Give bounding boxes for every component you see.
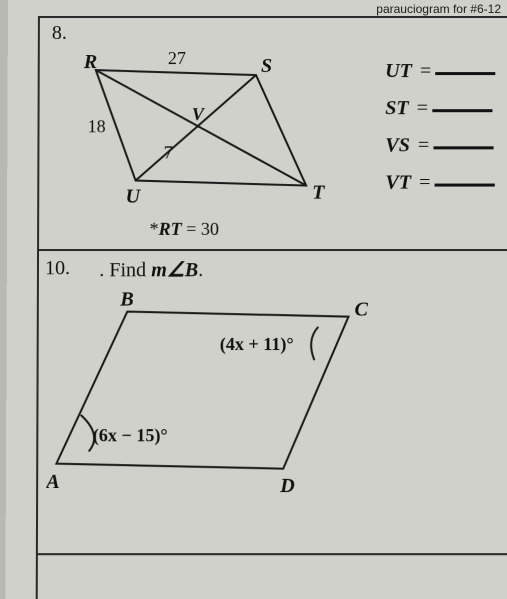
problem-8-number: 8. bbox=[52, 22, 67, 45]
vertex-s-label: S bbox=[261, 55, 272, 77]
problem-10-diagram: B C A D (4x + 11)° (6x − 15)° bbox=[46, 291, 389, 504]
problem-10-prompt: . Find m∠B. bbox=[99, 257, 203, 282]
blank-vt: VT = bbox=[385, 171, 495, 194]
vertex-d-label: D bbox=[279, 475, 295, 497]
edge-ru-label: 18 bbox=[88, 116, 106, 136]
blank-st-lhs: ST bbox=[385, 97, 408, 120]
diagonal-su bbox=[136, 75, 256, 180]
prompt-suffix: . bbox=[198, 259, 203, 281]
bottom-rule bbox=[36, 553, 507, 555]
diagonal-rt bbox=[95, 70, 306, 185]
prompt-prefix: . Find bbox=[99, 259, 151, 281]
blank-vt-line bbox=[434, 184, 494, 187]
vertex-b-label: B bbox=[119, 291, 133, 310]
problem-8-note: *RT = 30 bbox=[150, 219, 219, 240]
problem-8-diagram: R S T U V 27 18 7 bbox=[55, 50, 356, 231]
blank-vs-line bbox=[433, 146, 493, 149]
blank-st: ST = bbox=[385, 97, 495, 120]
seg-uv-label: 7 bbox=[164, 142, 173, 162]
problem-10-number: 10. bbox=[45, 257, 70, 280]
blank-vs: VS = bbox=[385, 134, 495, 157]
prompt-var: m∠B bbox=[151, 259, 198, 281]
angle-a-label: (6x − 15)° bbox=[93, 425, 168, 446]
vertex-u-label: U bbox=[126, 186, 142, 208]
blank-ut-lhs: UT bbox=[385, 60, 412, 83]
blank-ut: UT = bbox=[385, 60, 495, 83]
angle-c-arc bbox=[311, 327, 318, 360]
vertex-r-label: R bbox=[83, 51, 97, 73]
blank-st-line bbox=[432, 109, 492, 112]
edge-rs-label: 27 bbox=[168, 50, 186, 68]
blank-vt-lhs: VT bbox=[385, 171, 411, 194]
blank-vs-lhs: VS bbox=[385, 134, 410, 157]
vertex-a-label: A bbox=[46, 471, 60, 493]
center-v-label: V bbox=[192, 104, 206, 124]
worksheet-page: parauciogram for #6-12 8. R S T U V 27 1… bbox=[5, 0, 507, 599]
vertex-c-label: C bbox=[355, 298, 369, 320]
vertex-t-label: T bbox=[312, 182, 325, 204]
problem-8-blanks: UT = ST = VS = VT = bbox=[385, 60, 496, 209]
angle-c-label: (4x + 11)° bbox=[220, 334, 294, 355]
blank-ut-line bbox=[435, 72, 495, 75]
